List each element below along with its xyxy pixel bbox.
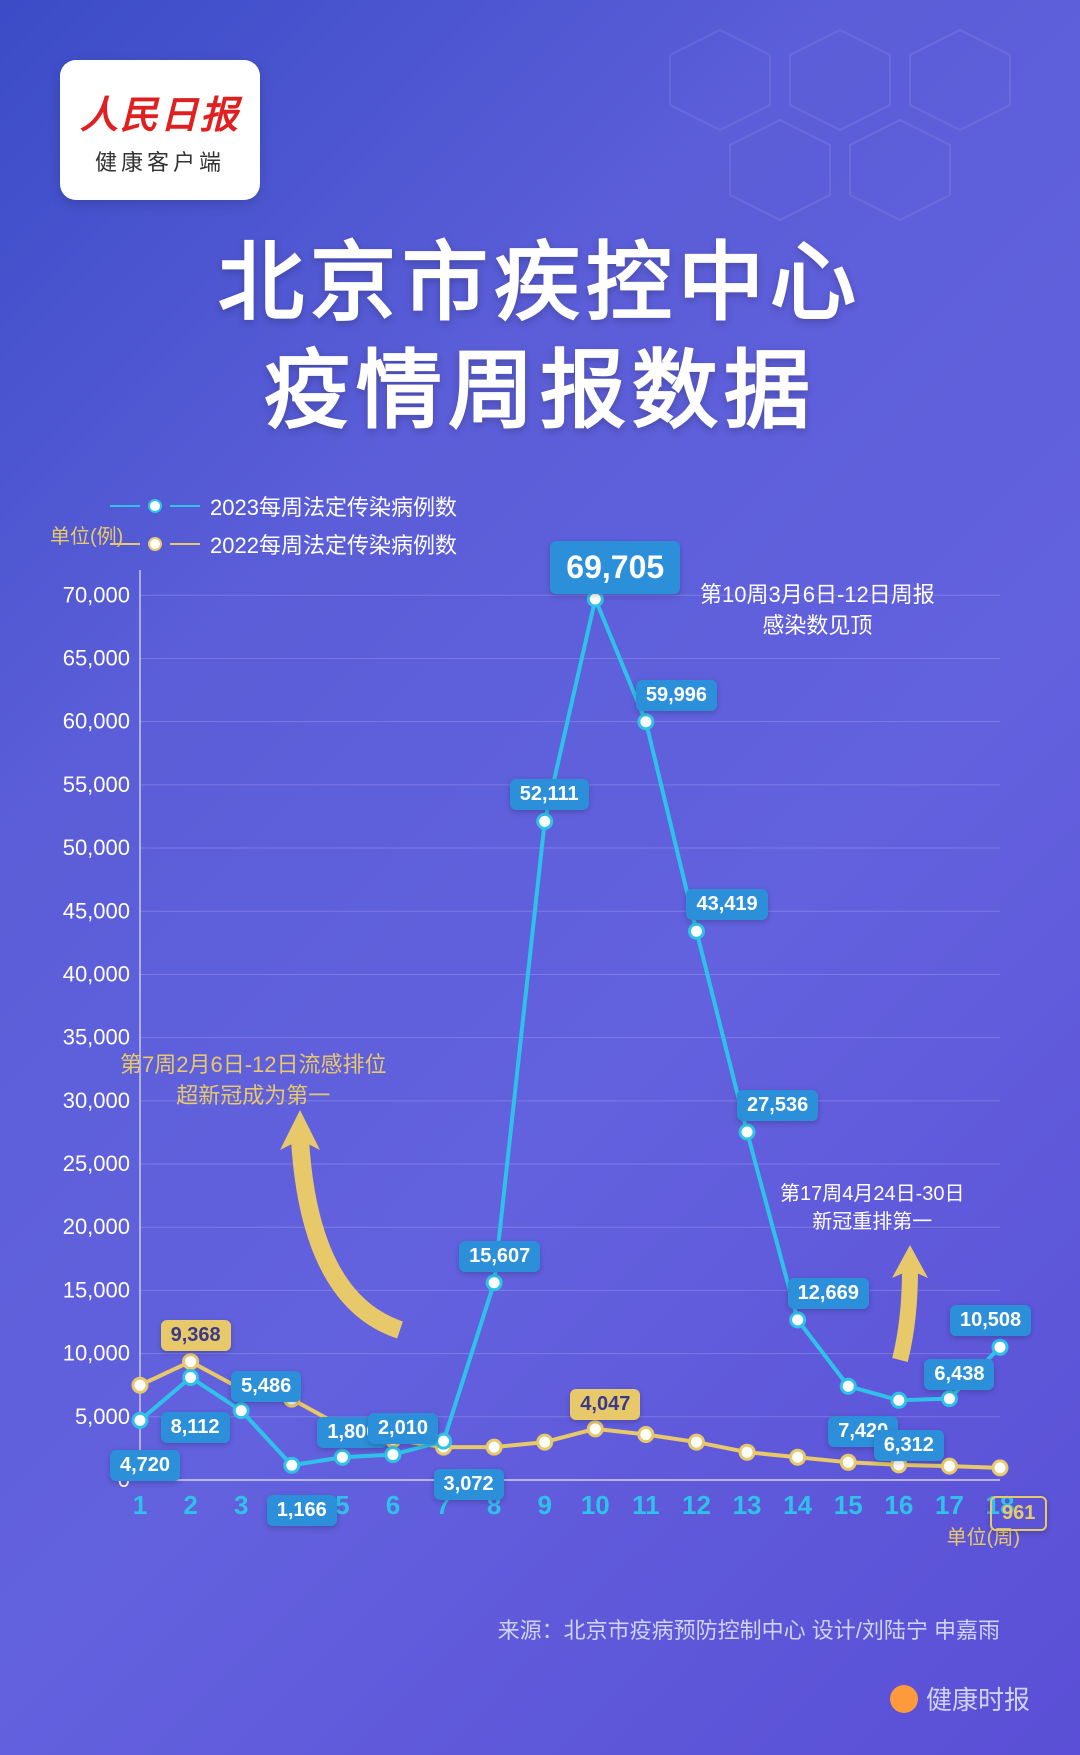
svg-text:5: 5 bbox=[335, 1490, 349, 1520]
svg-text:65,000: 65,000 bbox=[63, 645, 130, 670]
source-text: 来源：北京市疫病预防控制中心 设计/刘陆宁 申嘉雨 bbox=[498, 1613, 1000, 1645]
callout-s2023-w13: 27,536 bbox=[737, 1090, 818, 1121]
chart-svg: 05,00010,00015,00020,00025,00030,00035,0… bbox=[60, 550, 1020, 1540]
logo-main: 人民日报 bbox=[80, 84, 240, 139]
watermark-text: 健康时报 bbox=[926, 1680, 1030, 1717]
legend-2023: 2023每周法定传染病例数 bbox=[210, 490, 457, 522]
svg-text:15,000: 15,000 bbox=[63, 1277, 130, 1302]
arrow-week17-icon bbox=[870, 1240, 950, 1370]
callout-s2022-w18: 961 bbox=[990, 1496, 1047, 1531]
svg-text:9: 9 bbox=[537, 1490, 551, 1520]
callout-s2023-w16: 6,312 bbox=[874, 1430, 944, 1461]
svg-text:55,000: 55,000 bbox=[63, 772, 130, 797]
svg-text:25,000: 25,000 bbox=[63, 1151, 130, 1176]
svg-text:15: 15 bbox=[834, 1490, 863, 1520]
svg-text:20,000: 20,000 bbox=[63, 1214, 130, 1239]
callout-s2023-w14: 12,669 bbox=[788, 1278, 869, 1309]
svg-text:3: 3 bbox=[234, 1490, 248, 1520]
svg-text:16: 16 bbox=[884, 1490, 913, 1520]
svg-text:10,000: 10,000 bbox=[63, 1341, 130, 1366]
svg-text:14: 14 bbox=[783, 1490, 812, 1520]
callout-s2023-w11: 59,996 bbox=[636, 680, 717, 711]
callout-s2023-w2: 8,112 bbox=[161, 1412, 230, 1443]
watermark-dot-icon bbox=[890, 1685, 918, 1713]
callout-s2023-w4: 1,166 bbox=[267, 1495, 337, 1526]
callout-s2023-w9: 52,111 bbox=[510, 779, 589, 810]
callout-s2023-w18: 10,508 bbox=[950, 1305, 1031, 1336]
callout-s2023-w8: 15,607 bbox=[459, 1241, 540, 1272]
callout-s2023-w12: 43,419 bbox=[686, 889, 767, 920]
svg-text:70,000: 70,000 bbox=[63, 582, 130, 607]
svg-text:12: 12 bbox=[682, 1490, 711, 1520]
svg-text:11: 11 bbox=[632, 1490, 660, 1520]
annotation-peak: 第10周3月6日-12日周报 感染数见顶 bbox=[700, 580, 935, 642]
logo-box: 人民日报 健康客户端 bbox=[60, 60, 260, 200]
svg-text:45,000: 45,000 bbox=[63, 898, 130, 923]
svg-text:2: 2 bbox=[183, 1490, 197, 1520]
svg-text:13: 13 bbox=[733, 1490, 762, 1520]
callout-s2023-w3: 5,486 bbox=[231, 1371, 301, 1402]
svg-text:5,000: 5,000 bbox=[75, 1404, 130, 1429]
callout-s2022-w2: 9,368 bbox=[161, 1320, 231, 1351]
callout-s2023-w1: 4,720 bbox=[110, 1450, 180, 1481]
watermark: 健康时报 bbox=[890, 1680, 1030, 1717]
callout-s2022-w10: 4,047 bbox=[570, 1389, 640, 1420]
svg-text:35,000: 35,000 bbox=[63, 1025, 130, 1050]
logo-sub: 健康客户端 bbox=[95, 145, 225, 177]
svg-text:60,000: 60,000 bbox=[63, 709, 130, 734]
callout-s2023-w17: 6,438 bbox=[924, 1359, 994, 1390]
svg-text:40,000: 40,000 bbox=[63, 961, 130, 986]
callout-s2023-w10: 69,705 bbox=[550, 541, 680, 594]
title-line1: 北京市疾控中心 bbox=[0, 230, 1080, 338]
svg-text:10: 10 bbox=[581, 1490, 610, 1520]
callout-s2023-w6: 2,010 bbox=[368, 1413, 438, 1444]
svg-text:1: 1 bbox=[133, 1490, 147, 1520]
arrow-week7-icon bbox=[260, 1100, 440, 1350]
svg-text:6: 6 bbox=[386, 1490, 400, 1520]
title-line2: 疫情周报数据 bbox=[0, 338, 1080, 446]
page-title: 北京市疾控中心 疫情周报数据 bbox=[0, 230, 1080, 445]
svg-text:50,000: 50,000 bbox=[63, 835, 130, 860]
callout-s2023-w7: 3,072 bbox=[434, 1469, 504, 1500]
chart-area: 单位(例) 2023每周法定传染病例数 2022每周法定传染病例数 05,000… bbox=[60, 490, 1020, 1540]
annotation-week17: 第17周4月24日-30日 新冠重排第一 bbox=[780, 1180, 965, 1236]
svg-text:17: 17 bbox=[935, 1490, 964, 1520]
